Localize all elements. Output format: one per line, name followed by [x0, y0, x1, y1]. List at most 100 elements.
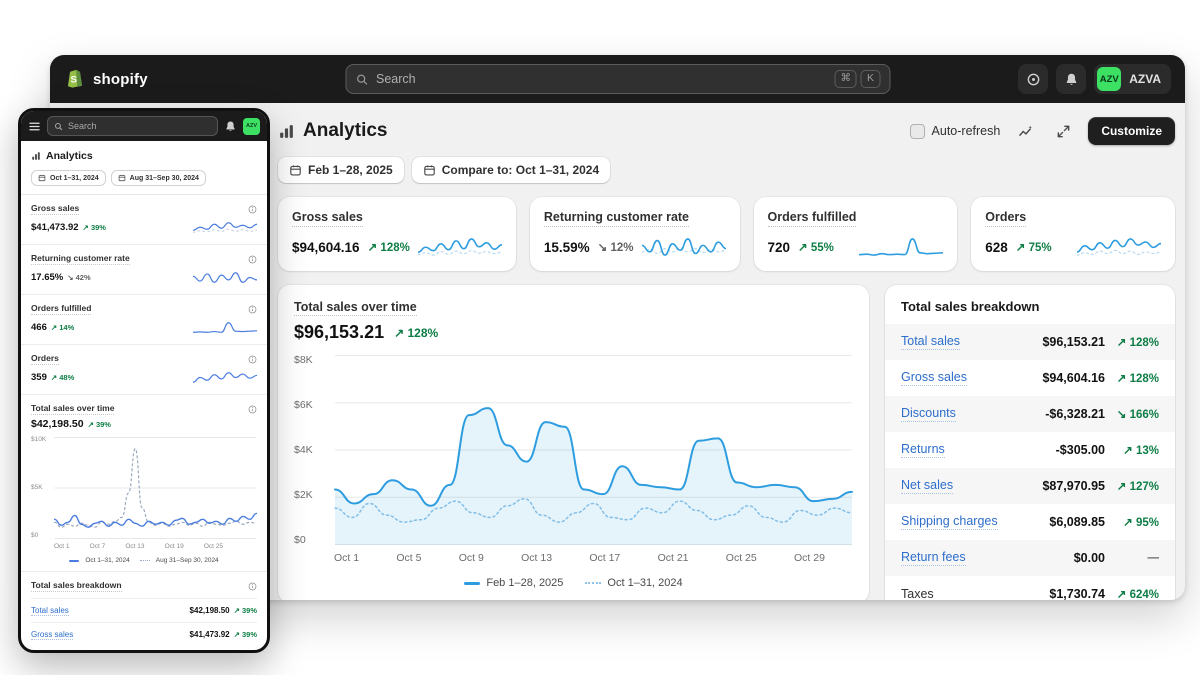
- breakdown-delta: ↗ 39%: [233, 606, 257, 616]
- insights-button[interactable]: [1012, 118, 1038, 144]
- mobile-page-title-text: Analytics: [46, 150, 93, 162]
- menu-icon[interactable]: [28, 120, 41, 133]
- metric-title[interactable]: Gross sales: [292, 210, 363, 227]
- x-tick: Oct 13: [521, 552, 553, 564]
- metric-value: $41,473.92: [31, 222, 79, 234]
- breakdown-link[interactable]: Returns: [901, 442, 945, 459]
- date-range-button[interactable]: Oct 1–31, 2024: [31, 170, 106, 186]
- account-name: AZVA: [1129, 72, 1161, 86]
- breakdown-link[interactable]: Gross sales: [901, 370, 967, 387]
- breakdown-delta: ↗ 13%: [1123, 445, 1159, 457]
- expand-icon: [1057, 125, 1070, 137]
- search-icon: [356, 74, 367, 85]
- notifications-button[interactable]: [1056, 64, 1087, 94]
- fullscreen-button[interactable]: [1050, 118, 1076, 144]
- shopify-home-link[interactable]: S shopify: [64, 68, 148, 90]
- avatar[interactable]: AZV: [243, 117, 260, 135]
- total-sales-breakdown-card: Total sales breakdown Total sales $96,15…: [885, 285, 1175, 600]
- metric-card-orders-fulfilled[interactable]: Orders fulfilled 720 ↗ 55%: [753, 197, 958, 271]
- metric-title[interactable]: Returning customer rate: [31, 253, 130, 266]
- chart-delta: ↗ 128%: [394, 325, 439, 340]
- x-tick: Oct 25: [725, 552, 757, 564]
- metric-title[interactable]: Orders: [31, 353, 59, 366]
- breakdown-link[interactable]: Total sales: [901, 334, 961, 351]
- x-tick: Oct 1: [54, 543, 70, 551]
- chart-title[interactable]: Total sales over time: [31, 403, 115, 416]
- breakdown-link[interactable]: Return fees: [901, 550, 966, 567]
- x-tick: Oct 7: [89, 543, 106, 551]
- info-icon[interactable]: [248, 305, 257, 314]
- info-icon[interactable]: [248, 255, 257, 264]
- customize-button[interactable]: Customize: [1088, 117, 1175, 145]
- y-tick: $2K: [294, 488, 313, 501]
- solid-line-swatch: [69, 559, 80, 562]
- auto-refresh-label: Auto-refresh: [931, 124, 1001, 138]
- mobile-metric-returning-customer-rate[interactable]: Returning customer rate 17.65% ↘ 42%: [21, 245, 267, 296]
- y-tick: $6K: [294, 398, 313, 411]
- line-chart[interactable]: [54, 437, 257, 540]
- k-key: K: [860, 70, 880, 88]
- mobile-metric-orders-fulfilled[interactable]: Orders fulfilled 466 ↗ 14%: [21, 295, 267, 346]
- account-menu[interactable]: AZV AZVA: [1094, 64, 1171, 94]
- metric-title[interactable]: Orders fulfilled: [767, 210, 857, 227]
- chart-title[interactable]: Total sales over time: [294, 300, 417, 316]
- metric-delta: ↘ 42%: [67, 273, 91, 283]
- info-icon[interactable]: [248, 405, 257, 414]
- sparkline: [417, 234, 502, 260]
- metric-card-returning-customer-rate[interactable]: Returning customer rate 15.59% ↘ 12%: [529, 197, 740, 271]
- x-tick: Oct 29: [794, 552, 825, 564]
- metric-title[interactable]: Orders: [985, 210, 1027, 227]
- analytics-icon: [32, 152, 40, 160]
- breakdown-link[interactable]: Net sales: [901, 478, 954, 495]
- brand-name: shopify: [93, 70, 148, 88]
- calendar-compare-icon: [118, 174, 125, 182]
- search-placeholder: Search: [68, 121, 97, 131]
- breakdown-link[interactable]: Gross sales: [31, 629, 74, 640]
- shopify-logo-icon: S: [67, 69, 83, 88]
- mobile-topbar: Search AZV: [21, 111, 267, 141]
- search-icon: [55, 122, 63, 130]
- breakdown-link[interactable]: Shipping charges: [901, 514, 998, 531]
- info-icon[interactable]: [248, 355, 257, 364]
- info-icon[interactable]: [248, 205, 257, 214]
- page-title: Analytics: [278, 120, 387, 142]
- y-tick: $5K: [31, 483, 43, 491]
- info-icon[interactable]: [248, 582, 257, 591]
- x-axis-labels: Oct 1 Oct 5 Oct 9 Oct 13 Oct 17 Oct 21 O…: [334, 552, 853, 564]
- date-range-button[interactable]: Feb 1–28, 2025: [278, 157, 404, 183]
- desktop-topbar: S shopify Search ⌘ K: [50, 55, 1185, 103]
- breakdown-link[interactable]: Total sales: [31, 605, 69, 616]
- global-search-input[interactable]: Search ⌘ K: [345, 64, 890, 94]
- mobile-metric-gross-sales[interactable]: Gross sales $41,473.92 ↗ 39%: [21, 195, 267, 246]
- compare-range-button[interactable]: Compare to: Oct 1–31, 2024: [411, 157, 611, 183]
- y-tick: $4K: [294, 443, 313, 456]
- metric-delta: ↗ 75%: [1015, 242, 1052, 254]
- breakdown-value: $6,089.85: [1049, 515, 1105, 529]
- bell-icon[interactable]: [224, 120, 237, 133]
- line-chart[interactable]: [334, 355, 853, 545]
- search-shortcut: ⌘ K: [834, 70, 880, 88]
- metric-title[interactable]: Returning customer rate: [543, 210, 690, 227]
- breakdown-link[interactable]: Discounts: [901, 406, 956, 423]
- mobile-page-title: Analytics: [31, 150, 257, 162]
- metric-title[interactable]: Gross sales: [31, 203, 80, 216]
- legend-current-period: Feb 1–28, 2025: [464, 577, 563, 589]
- mobile-search-input[interactable]: Search: [47, 116, 218, 136]
- mobile-metric-orders[interactable]: Orders 359 ↗ 48%: [21, 345, 267, 396]
- metric-card-gross-sales[interactable]: Gross sales $94,604.16 ↗ 128%: [278, 197, 516, 271]
- header-actions: Auto-refresh Customize: [909, 117, 1175, 145]
- x-tick: Oct 13: [125, 543, 145, 551]
- metric-value-row: $94,604.16 ↗ 128%: [292, 234, 502, 260]
- auto-refresh-checkbox[interactable]: [909, 123, 925, 139]
- compare-range-button[interactable]: Aug 31–Sep 30, 2024: [110, 170, 206, 186]
- breakdown-row-net-sales: Net sales $87,970.95 ↗ 127%: [885, 468, 1175, 504]
- breakdown-delta: ↗ 95%: [1123, 517, 1159, 529]
- metric-value: 628: [985, 239, 1008, 255]
- desktop-window: S shopify Search ⌘ K: [50, 55, 1185, 600]
- analytics-icon: [280, 124, 293, 138]
- y-axis-labels: $8K $6K $4K $2K $0: [294, 355, 326, 545]
- metric-title[interactable]: Orders fulfilled: [31, 303, 92, 316]
- chart-legend: Feb 1–28, 2025 Oct 1–31, 2024: [294, 577, 853, 589]
- metric-card-orders[interactable]: Orders 628 ↗ 75%: [971, 197, 1175, 271]
- sidekick-button[interactable]: [1018, 64, 1049, 94]
